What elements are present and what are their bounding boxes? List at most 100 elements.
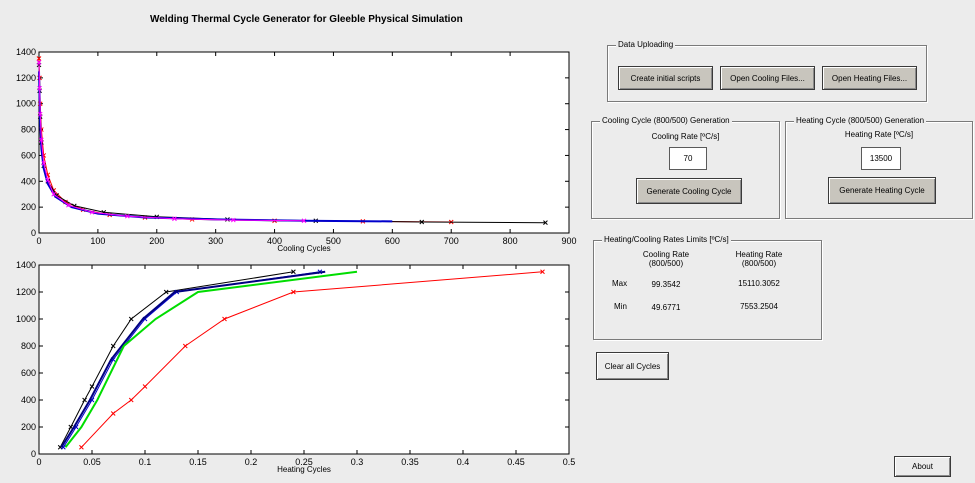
cooling-min-value: 49.6771: [651, 303, 681, 312]
cooling-max-value: 99.3542: [651, 280, 681, 289]
data-point: [89, 384, 95, 389]
data-point: [172, 216, 177, 222]
data-point: [222, 316, 227, 322]
create-initial-scripts-button[interactable]: Create initial scripts: [618, 66, 713, 90]
plot-area: [38, 264, 570, 455]
y-tick-label: 0: [31, 449, 36, 459]
data-point: [36, 59, 42, 65]
data-point: [291, 289, 296, 295]
x-tick-label: 0.2: [245, 457, 258, 467]
cooling-cycles-plot[interactable]: 0 200 400 600 800 1000 1200 1400 0 100 200 300 400 50…: [0, 40, 590, 255]
generate-heating-cycle-button[interactable]: Generate Heating Cycle: [828, 177, 936, 204]
series-line: [81, 271, 543, 448]
heating-cycle-panel-title: Heating Cycle (800/500) Generation: [794, 116, 927, 125]
heating-rate-header-sub: (800/500): [741, 259, 777, 268]
x-tick-label: 0.1: [139, 457, 152, 467]
y-tick-label: 600: [21, 368, 36, 378]
data-point: [110, 343, 116, 349]
series-line: [64, 270, 358, 448]
x-tick-label: 0.15: [189, 457, 207, 467]
x-tick-label: 0.35: [401, 457, 419, 467]
open-cooling-files-button[interactable]: Open Cooling Files...: [720, 66, 815, 90]
y-tick-label: 600: [21, 150, 36, 160]
data-point: [45, 177, 51, 183]
rate-limits-panel-title: Heating/Cooling Rates Limits [ºC/s]: [602, 235, 731, 244]
data-point: [540, 269, 545, 275]
x-tick-label: 500: [326, 236, 341, 246]
x-tick-label: 200: [149, 236, 164, 246]
y-tick-label: 800: [21, 341, 36, 351]
cooling-cycle-panel-title: Cooling Cycle (800/500) Generation: [600, 116, 732, 125]
data-point: [291, 269, 296, 275]
data-point: [182, 343, 188, 349]
x-tick-label: 0: [36, 236, 41, 246]
series-line: [59, 271, 294, 448]
x-tick-label: 900: [561, 236, 576, 246]
heating-rate-header: Heating Rate: [735, 250, 783, 259]
y-tick-label: 1400: [16, 260, 36, 270]
min-label: Min: [614, 302, 627, 311]
y-tick-label: 1200: [16, 73, 36, 83]
x-tick-label: 800: [503, 236, 518, 246]
x-axis-label: Cooling Cycles: [277, 244, 330, 253]
y-tick-label: 0: [31, 228, 36, 238]
x-tick-label: 0.4: [457, 457, 470, 467]
y-tick-label: 400: [21, 176, 36, 186]
data-point: [89, 209, 95, 215]
y-tick-label: 1400: [16, 47, 36, 57]
data-point: [128, 316, 134, 322]
data-uploading-title: Data Uploading: [616, 40, 676, 49]
y-tick-label: 400: [21, 395, 36, 405]
data-point: [36, 56, 42, 61]
y-tick-label: 1000: [16, 314, 36, 324]
data-point: [142, 384, 148, 389]
y-tick-label: 1000: [16, 99, 36, 109]
heating-cycle-panel: Heating Cycle (800/500) Generation Heati…: [785, 116, 973, 219]
series-line: [60, 270, 326, 448]
x-tick-label: 300: [208, 236, 223, 246]
x-tick-label: 0.25: [295, 457, 313, 467]
heating-min-value: 7553.2504: [740, 302, 778, 311]
data-point: [37, 85, 42, 91]
open-heating-files-button[interactable]: Open Heating Files...: [822, 66, 917, 90]
heating-cycles-plot[interactable]: 0 200 400 600 800 1000 1200 1400 0 0.05 0.1 0.15 0.2…: [0, 257, 590, 483]
x-axis-label: Heating Cycles: [277, 465, 331, 474]
data-point: [39, 137, 44, 143]
app-title: Welding Thermal Cycle Generator for Glee…: [150, 14, 463, 25]
x-tick-label: 400: [267, 236, 282, 246]
x-tick-label: 700: [444, 236, 459, 246]
data-point: [230, 217, 236, 223]
heating-rate-label: Heating Rate [ºC/s]: [844, 130, 914, 139]
x-tick-label: 0.45: [507, 457, 525, 467]
x-tick-label: 0: [36, 457, 41, 467]
heating-max-value: 15110.3052: [738, 279, 780, 288]
data-point: [124, 213, 130, 219]
data-point: [51, 191, 57, 197]
data-point: [37, 111, 43, 117]
y-tick-label: 200: [21, 422, 36, 432]
x-tick-label: 0.3: [351, 457, 364, 467]
data-point: [82, 397, 87, 403]
x-tick-label: 100: [90, 236, 105, 246]
heating-rate-input[interactable]: 13500: [861, 147, 901, 170]
max-label: Max: [612, 279, 628, 288]
data-point: [301, 218, 307, 224]
data-point: [41, 160, 47, 166]
data-point: [128, 397, 134, 403]
data-point: [163, 289, 169, 295]
cooling-rate-input[interactable]: 70: [669, 147, 707, 170]
data-uploading-panel: Data Uploading Create initial scripts Op…: [607, 40, 927, 102]
data-point: [543, 220, 548, 226]
y-tick-label: 800: [21, 125, 36, 135]
generate-cooling-cycle-button[interactable]: Generate Cooling Cycle: [636, 178, 742, 204]
cooling-rate-label: Cooling Rate [ºC/s]: [651, 132, 720, 141]
data-point: [66, 202, 71, 208]
about-button[interactable]: About: [894, 456, 951, 477]
data-point: [110, 411, 116, 416]
plot-area: [38, 51, 570, 234]
cooling-rate-header: Cooling Rate: [642, 250, 690, 259]
x-tick-label: 0.05: [83, 457, 101, 467]
rate-limits-panel: Heating/Cooling Rates Limits [ºC/s] Cool…: [593, 235, 822, 340]
clear-all-cycles-button[interactable]: Clear all Cycles: [596, 352, 669, 380]
data-point: [79, 444, 84, 450]
